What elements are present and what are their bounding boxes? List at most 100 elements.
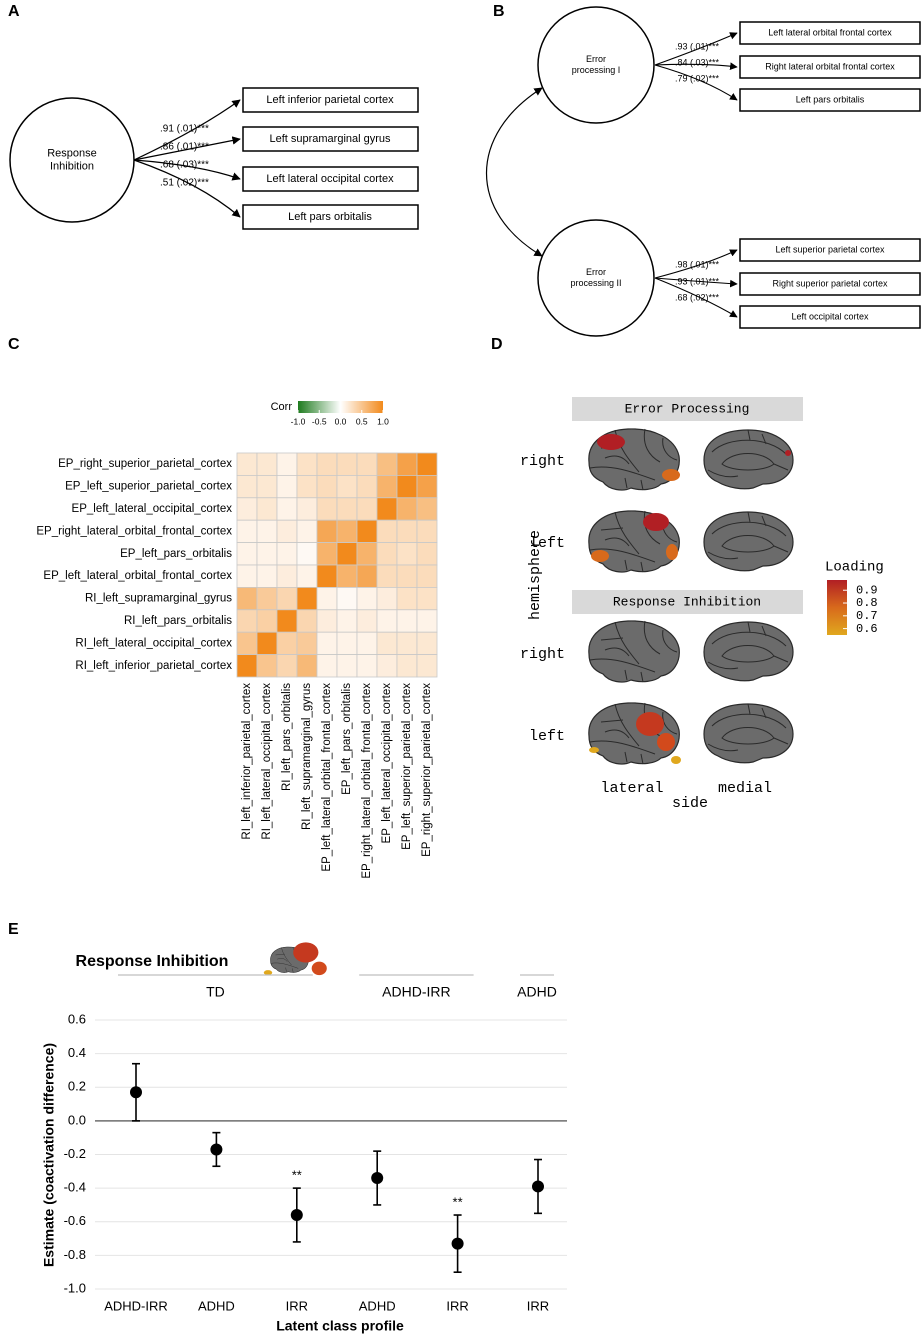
row-label: left	[529, 728, 565, 745]
heatmap-cell	[356, 654, 378, 678]
y-tick-label: 0.2	[68, 1079, 86, 1094]
loading-label: .79 (.02)***	[675, 73, 720, 83]
x-tick-label: IRR	[446, 1298, 468, 1313]
chart-title: Response Inhibition	[76, 953, 229, 970]
heatmap-cell	[396, 497, 418, 521]
heatmap-cell	[276, 542, 298, 566]
row-label: RI_left_inferior_parietal_cortex	[75, 660, 232, 672]
heatmap-cell	[396, 474, 418, 499]
latent-circle	[537, 219, 655, 337]
brain	[588, 620, 680, 683]
group-label: ADHD	[517, 984, 557, 1000]
point	[532, 1180, 544, 1193]
brain	[703, 703, 794, 764]
indicator-label: Right lateral orbital frontal cortex	[765, 61, 895, 71]
significance: **	[292, 1168, 302, 1183]
heatmap-cell	[316, 587, 338, 611]
column-label: RI_left_pars_orbitalis	[281, 683, 293, 791]
indicator-label: Left pars orbitalis	[288, 211, 372, 223]
heatmap-cell	[416, 564, 438, 588]
heatmap-cell	[316, 519, 338, 544]
panel-label: D	[491, 336, 503, 353]
brain-patch	[589, 747, 599, 753]
colorbar	[827, 580, 847, 635]
heatmap-cell	[296, 564, 318, 588]
heatmap-cell	[376, 474, 398, 499]
heatmap-cell	[236, 609, 258, 633]
loading-label: .51 (.02)***	[160, 178, 209, 189]
heatmap-cell	[316, 474, 338, 499]
column-label: EP_left_lateral_orbital_frontal_cortex	[321, 683, 333, 872]
group-label: ADHD-IRR	[382, 984, 450, 1000]
indicator-label: Left occipital cortex	[791, 311, 869, 321]
heatmap-cell	[236, 519, 258, 544]
column-label: medial	[718, 780, 772, 797]
legend-title: Loading	[825, 560, 884, 576]
column-label: lateral	[600, 780, 663, 797]
loading-label: .68 (.02)***	[675, 292, 720, 302]
indicator-label: Left superior parietal cortex	[775, 244, 885, 254]
legend-tick-label: -0.5	[312, 416, 327, 426]
indicator-label: Left inferior parietal cortex	[266, 94, 394, 106]
heatmap-cell	[336, 609, 358, 633]
axis-title: Latent class profile	[276, 1318, 404, 1334]
latent-label: Error	[586, 267, 606, 277]
column-label: RI_left_supramarginal_gyrus	[301, 683, 313, 830]
heatmap-cell	[256, 564, 278, 588]
y-tick-label: 0.4	[68, 1045, 86, 1060]
heatmap-cell	[336, 654, 358, 678]
brain-patch	[591, 550, 609, 562]
heatmap-cell	[296, 474, 318, 499]
heatmap-cell	[276, 497, 298, 521]
heatmap-cell	[396, 654, 418, 678]
heatmap-cell	[316, 497, 338, 521]
heatmap-cell	[416, 542, 438, 566]
heatmap-cell	[316, 631, 338, 656]
heatmap-cell	[256, 542, 278, 566]
indicator-label: Left pars orbitalis	[796, 94, 865, 104]
heatmap-cell	[356, 474, 378, 499]
heatmap-cell	[356, 587, 378, 611]
row-label: right	[520, 453, 565, 470]
indicator-label: Left lateral orbital frontal cortex	[768, 27, 892, 37]
x-tick-label: ADHD-IRR	[104, 1298, 168, 1313]
legend-tick-label: 0.0	[335, 416, 347, 426]
legend-tick-label: 0.8	[856, 596, 878, 610]
heatmap-cell	[396, 631, 418, 656]
heatmap-cell	[256, 587, 278, 611]
row-label: EP_right_superior_parietal_cortex	[58, 458, 232, 470]
heatmap-cell	[296, 631, 318, 656]
row-label: EP_left_pars_orbitalis	[120, 548, 232, 560]
group-label: TD	[206, 984, 225, 1000]
heatmap-cell	[356, 564, 378, 588]
heatmap-cell	[396, 609, 418, 633]
heatmap-cell	[396, 587, 418, 611]
heatmap-cell	[296, 609, 318, 633]
row-label: RI_left_supramarginal_gyrus	[85, 593, 232, 605]
heatmap-cell	[236, 497, 258, 521]
heatmap-cell	[256, 654, 278, 678]
heatmap-cell	[376, 587, 398, 611]
point	[210, 1143, 223, 1156]
column-label: EP_left_pars_orbitalis	[341, 683, 353, 795]
heatmap-cell	[296, 519, 318, 544]
heatmap-cell	[316, 542, 338, 566]
heatmap-cell	[416, 497, 438, 521]
panel-label: B	[493, 3, 505, 20]
heatmap-cell	[376, 519, 398, 544]
heatmap-cell	[356, 609, 378, 633]
heatmap-cell	[376, 497, 398, 521]
facet-label: Error Processing	[625, 401, 750, 416]
point	[290, 1209, 303, 1222]
brain-patch	[785, 450, 791, 456]
brain-patch	[643, 513, 669, 531]
heatmap-cell	[276, 631, 298, 656]
column-label: EP_right_lateral_orbital_frontal_cortex	[361, 683, 373, 879]
indicator-box	[739, 55, 921, 79]
column-label: EP_left_superior_parietal_cortex	[401, 683, 413, 850]
heatmap-cell	[296, 587, 318, 611]
heatmap-cell	[236, 564, 258, 588]
heatmap-cell	[396, 564, 418, 588]
loading-label: .86 (.01)***	[160, 142, 209, 153]
y-tick-label: 0.0	[68, 1112, 86, 1127]
